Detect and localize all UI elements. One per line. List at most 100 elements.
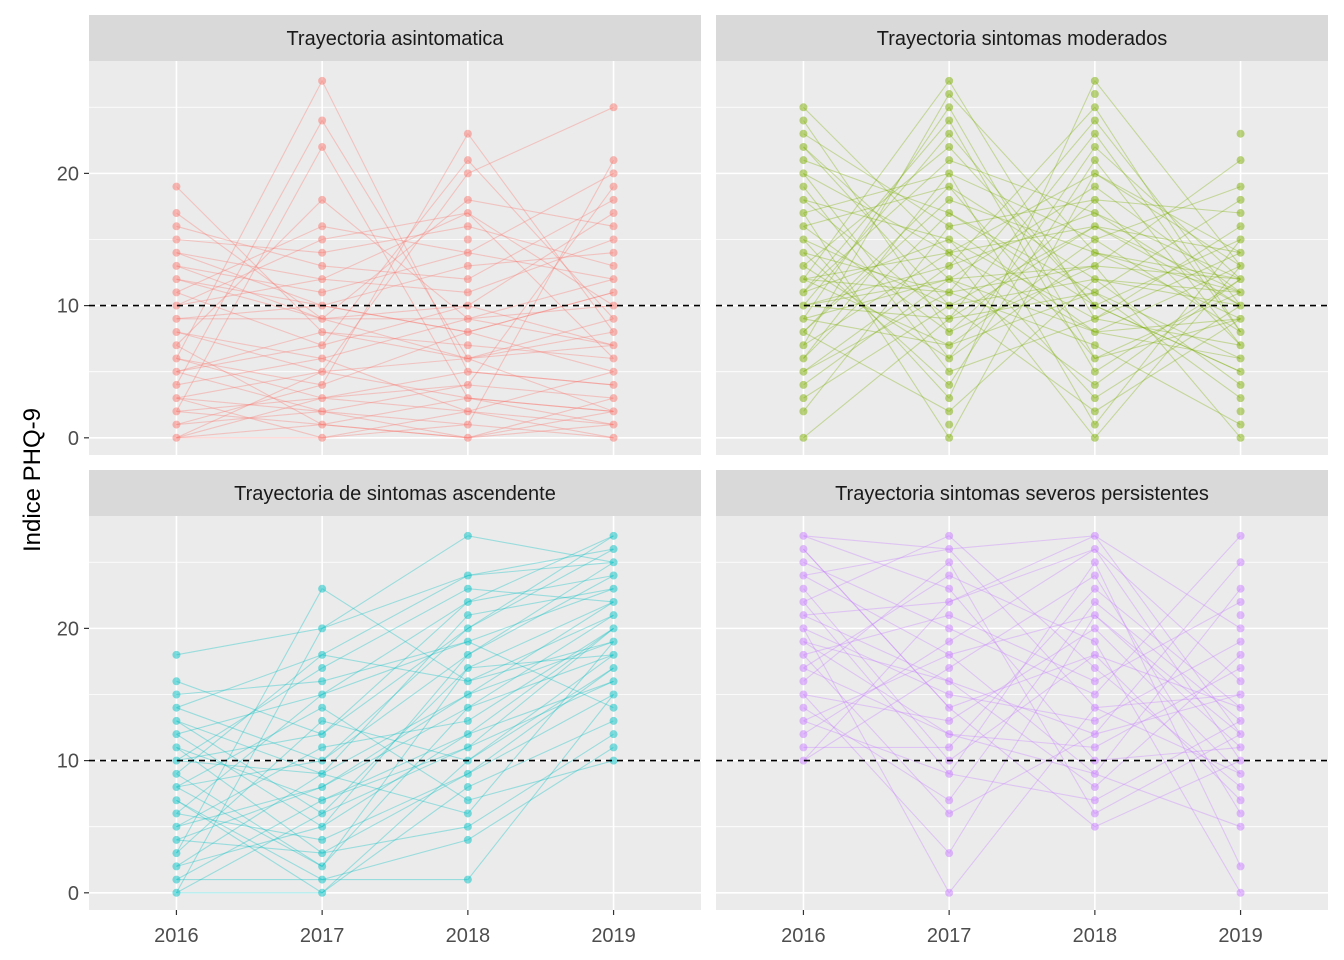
trajectory-line [176, 291, 614, 333]
data-point [1090, 182, 1099, 191]
data-point [463, 354, 472, 363]
data-point [609, 597, 618, 606]
data-point [318, 796, 327, 805]
data-point [1236, 261, 1245, 270]
trajectory-line [803, 574, 1242, 814]
trajectory-line [176, 397, 614, 439]
data-point [609, 558, 618, 567]
trajectory-line [176, 561, 614, 788]
data-point [945, 584, 954, 593]
data-point [1236, 156, 1245, 165]
data-point [1090, 690, 1099, 699]
data-point [609, 703, 618, 712]
data-point [463, 677, 472, 686]
trajectory-line [175, 587, 614, 854]
x-tick-label: 2016 [154, 925, 199, 947]
trajectory-line [803, 627, 1241, 775]
data-point [799, 624, 808, 633]
data-point [945, 288, 954, 297]
y-tick-label: 0 [68, 883, 79, 905]
trajectory-line [803, 238, 1241, 320]
data-point [172, 248, 181, 257]
data-point [1090, 584, 1099, 593]
data-point [1090, 354, 1099, 363]
trajectory-line [176, 199, 614, 280]
trajectory-line [803, 172, 1241, 333]
trajectory-line [176, 694, 614, 854]
data-point [1090, 394, 1099, 403]
data-point [1236, 703, 1245, 712]
trajectory-line [175, 119, 614, 412]
data-point [172, 769, 181, 778]
data-point [1090, 103, 1099, 112]
data-point [609, 611, 618, 620]
data-point [945, 849, 954, 858]
data-point [463, 209, 472, 218]
data-point [945, 235, 954, 244]
trajectory-line [802, 79, 1242, 400]
data-point [318, 862, 327, 871]
data-point [318, 380, 327, 389]
data-point [799, 690, 808, 699]
trajectory-line [802, 548, 1241, 828]
data-point [1090, 677, 1099, 686]
data-point [1090, 407, 1099, 416]
trajectory-line [176, 371, 614, 412]
data-point [1090, 624, 1099, 633]
data-point [318, 354, 327, 363]
data-point [609, 545, 618, 554]
data-point [799, 394, 808, 403]
data-point [172, 849, 181, 858]
data-point [1090, 169, 1099, 178]
data-point [1090, 571, 1099, 580]
data-point [318, 875, 327, 884]
data-point [463, 275, 472, 284]
data-point [609, 637, 618, 646]
data-point [1090, 235, 1099, 244]
data-point [799, 169, 808, 178]
data-point [1090, 275, 1099, 284]
trajectory-line [803, 159, 1241, 320]
data-point [945, 420, 954, 429]
data-point [318, 769, 327, 778]
data-point [799, 288, 808, 297]
trajectory-line [802, 79, 1241, 346]
data-point [799, 182, 808, 191]
data-point [609, 288, 618, 297]
data-point [172, 420, 181, 429]
trajectory-line [802, 172, 1242, 426]
trajectory-line [176, 535, 614, 762]
data-point [1236, 597, 1245, 606]
trajectory-line [803, 106, 1242, 373]
data-point [799, 743, 808, 752]
trajectory-line [803, 535, 1241, 788]
data-point [1236, 690, 1245, 699]
data-point [1090, 90, 1099, 99]
data-point [318, 261, 327, 270]
trajectory-line [176, 159, 615, 346]
data-point [945, 156, 954, 165]
data-point [609, 584, 618, 593]
data-point [1090, 769, 1099, 778]
facet-title: Trayectoria sintomas moderados [877, 28, 1168, 50]
data-point [609, 407, 618, 416]
trajectory-line [176, 654, 614, 894]
trajectory-line [802, 146, 1241, 386]
trajectory-line [176, 331, 614, 373]
data-point [945, 380, 954, 389]
trajectory-line [802, 628, 1241, 894]
data-point [318, 420, 327, 429]
trajectory-line [803, 291, 1241, 439]
data-point [1236, 743, 1245, 752]
data-point [799, 571, 808, 580]
trajectory-line [176, 746, 614, 881]
data-point [318, 716, 327, 725]
data-point [945, 558, 954, 567]
trajectory-line [176, 371, 614, 412]
data-point [799, 664, 808, 673]
trajectory-line [176, 654, 614, 894]
y-tick-label: 20 [57, 163, 79, 185]
data-point [1236, 888, 1245, 897]
data-point [799, 129, 808, 138]
